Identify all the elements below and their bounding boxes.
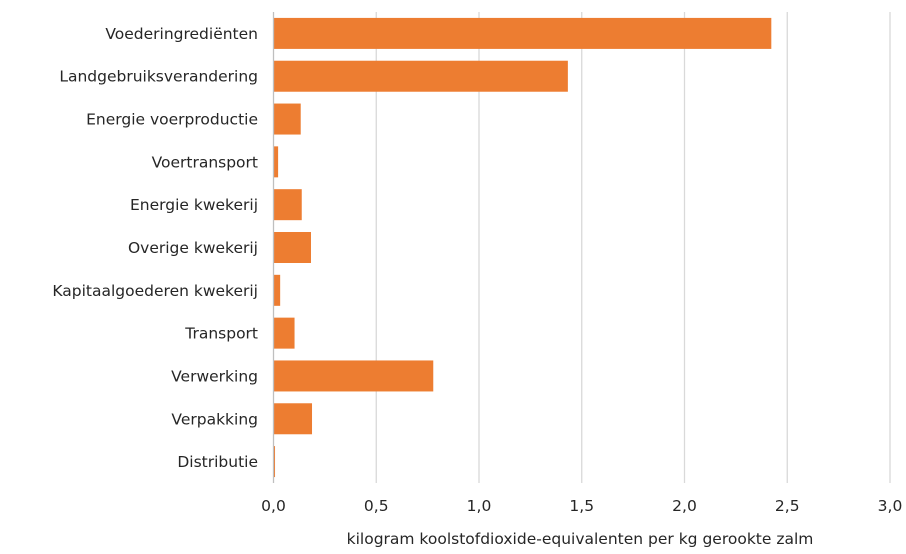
category-label: Kapitaalgoederen kwekerij bbox=[52, 282, 258, 300]
category-label: Verwerking bbox=[171, 367, 258, 385]
bar bbox=[274, 60, 568, 92]
category-label: Voertransport bbox=[152, 153, 258, 171]
x-tick-label: 1,5 bbox=[569, 497, 594, 515]
bar bbox=[274, 317, 295, 349]
x-axis-title: kilogram koolstofdioxide-equivalenten pe… bbox=[347, 530, 814, 548]
x-tick-label: 0,0 bbox=[261, 497, 286, 515]
category-label: Verpakking bbox=[171, 410, 258, 428]
category-label: Transport bbox=[184, 325, 258, 343]
x-tick-label: 2,5 bbox=[775, 497, 800, 515]
x-tick-label: 0,5 bbox=[364, 497, 389, 515]
category-label: Voederingrediënten bbox=[105, 25, 258, 43]
bars bbox=[274, 17, 772, 478]
category-label: Overige kwekerij bbox=[128, 239, 258, 257]
bar bbox=[274, 403, 313, 435]
category-label: Landgebruiksverandering bbox=[59, 68, 258, 86]
category-labels: Voederingrediënten Landgebruiksveranderin… bbox=[52, 25, 258, 471]
bar bbox=[274, 232, 311, 263]
bar bbox=[274, 274, 281, 306]
category-label: Distributie bbox=[177, 453, 258, 471]
x-tick-label: 3,0 bbox=[878, 497, 903, 515]
bar bbox=[274, 146, 279, 178]
category-label: Energie voerproductie bbox=[86, 111, 258, 129]
bar bbox=[274, 17, 772, 49]
bar bbox=[274, 446, 276, 478]
bar bbox=[274, 360, 434, 392]
bar bbox=[274, 103, 301, 135]
category-label: Energie kwekerij bbox=[130, 196, 258, 214]
x-tick-label: 1,0 bbox=[467, 497, 492, 515]
bar bbox=[274, 189, 302, 221]
x-tick-label: 2,0 bbox=[672, 497, 697, 515]
x-tick-labels: 0,0 0,5 1,0 1,5 2,0 2,5 3,0 bbox=[261, 497, 902, 515]
